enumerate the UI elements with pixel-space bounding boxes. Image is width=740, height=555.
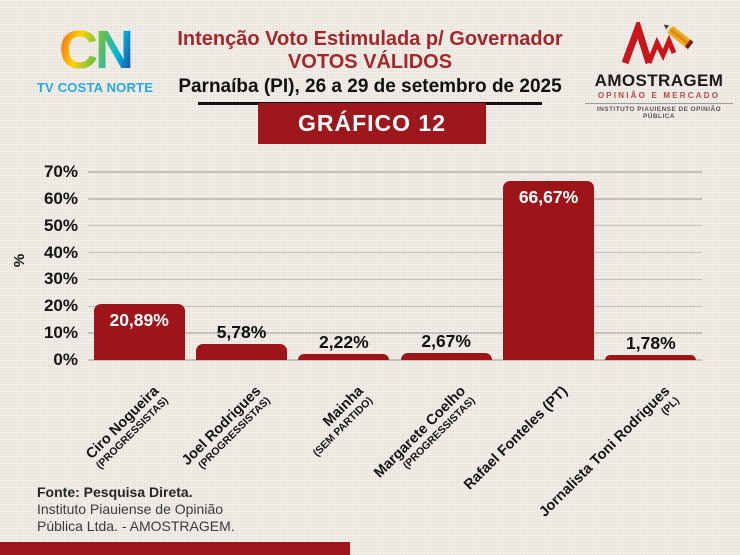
bar: [503, 180, 594, 360]
category-label: Jornalista Toni Rodrigues (PL): [485, 383, 682, 520]
bar-value-label: 5,78%: [216, 322, 267, 343]
bar-value-label: 66,67%: [518, 186, 579, 207]
page-subtitle: VOTOS VÁLIDOS: [287, 51, 453, 73]
category-label-text: Joel Rodrigues (PROGRESSISTAS): [178, 383, 273, 477]
bar-value-label: 2,22%: [319, 332, 369, 353]
amostragem-name: AMOSTRAGEM: [594, 71, 724, 90]
gridline: [88, 305, 702, 308]
category-label: Joel Rodrigues (PROGRESSISTAS): [149, 383, 273, 471]
tv-costa-norte-mark-icon: CN: [36, 22, 154, 78]
source-line: Instituto Piauiense de Opinião: [37, 501, 224, 517]
y-axis-tick: 70%: [43, 162, 78, 181]
category-label-text: Jornalista Toni Rodrigues (PL): [536, 383, 682, 529]
gridline: [88, 171, 702, 173]
bar: [605, 355, 697, 360]
y-axis-tick: 0%: [53, 350, 78, 369]
source-note: Fonte: Pesquisa Direta. Instituto Piauie…: [37, 484, 297, 535]
bar-value-label: 1,78%: [626, 333, 676, 354]
bar: [298, 354, 390, 360]
chart-number-badge: GRÁFICO 12: [258, 103, 486, 144]
candidate-party: (PL): [659, 394, 682, 418]
amostragem-logo: AMOSTRAGEM OPINIÃO E MERCADO INSTITUTO P…: [583, 17, 735, 120]
bar-value-label: 20,89%: [109, 309, 169, 330]
survey-location-date: Parnaíba (PI), 26 a 29 de setembro de 20…: [178, 76, 562, 97]
candidate-name: Jornalista Toni Rodrigues: [536, 383, 674, 521]
y-axis-tick: 50%: [43, 215, 78, 235]
source-line: Fonte: Pesquisa Direta.: [37, 484, 193, 500]
source-line: Pública Ltda. - AMOSTRAGEM.: [37, 518, 235, 534]
amostragem-tagline: OPINIÃO E MERCADO: [597, 91, 721, 100]
bottom-accent-bar: [0, 542, 350, 555]
gridline: [88, 278, 702, 281]
gridline: [88, 251, 702, 254]
amostragem-subtitle: INSTITUTO PIAUIENSE DE OPINIÃO PÚBLICA: [596, 106, 722, 120]
gridline: [88, 224, 702, 227]
y-axis-tick: 40%: [43, 242, 78, 262]
tv-costa-norte-logo: CN TV COSTA NORTE: [36, 22, 154, 95]
y-axis-tick: 10%: [43, 323, 78, 343]
bar: [196, 344, 287, 360]
amostragem-mark-icon: [621, 17, 694, 65]
category-label-text: Margarete Coelho (PROGRESSISTAS): [371, 383, 478, 490]
y-axis-tick: 20%: [43, 296, 78, 316]
bar: [400, 352, 492, 360]
tv-costa-norte-label: TV COSTA NORTE: [36, 80, 154, 95]
category-label: Ciro Nogueira (PROGRESSISTAS): [55, 383, 171, 471]
candidate-party: (PROGRESSISTAS): [400, 394, 478, 472]
gridline: [88, 359, 702, 361]
amostragem-divider: [585, 103, 733, 104]
page-title: Intenção Voto Estimulada p/ Governador: [177, 28, 563, 50]
y-axis-tick: 60%: [43, 188, 78, 208]
y-axis-tick: 30%: [43, 269, 78, 289]
gridline: [88, 332, 702, 334]
gridline: [88, 198, 702, 200]
candidate-name: Joel Rodrigues: [178, 383, 265, 469]
bar-value-label: 2,67%: [421, 330, 471, 351]
bar: [93, 303, 185, 360]
